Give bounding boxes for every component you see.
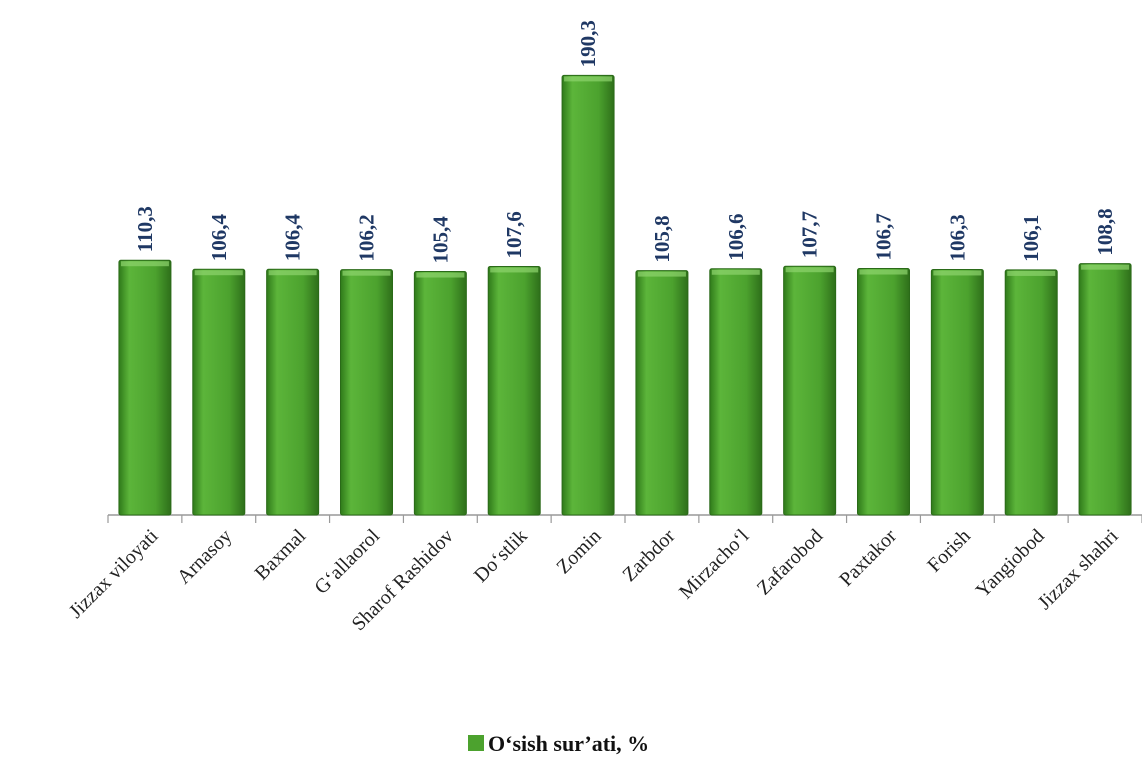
legend: O‘sish sur’ati, % <box>468 731 649 756</box>
x-tick-label: Yangiobod <box>972 525 1049 602</box>
bar-highlight <box>1081 264 1130 270</box>
bar <box>413 271 467 516</box>
bar-highlight <box>342 270 391 276</box>
value-label: 106,4 <box>281 213 305 261</box>
x-tick-label: Mirzacho‘l <box>675 525 754 604</box>
value-label: 105,4 <box>428 216 452 264</box>
x-tick-label: Zafarobod <box>753 525 827 599</box>
x-tick-label: Paxtakor <box>835 525 901 591</box>
legend-label: O‘sish sur’ati, % <box>488 731 649 756</box>
value-label: 105,8 <box>650 215 674 262</box>
bar-highlight <box>1007 270 1056 276</box>
bar-highlight <box>564 76 613 82</box>
x-tick-label: Forish <box>923 525 975 577</box>
value-label: 106,1 <box>1019 215 1043 262</box>
value-label: 106,7 <box>872 213 896 260</box>
bar <box>857 268 910 516</box>
value-label: 106,3 <box>945 214 969 261</box>
bar <box>783 265 837 516</box>
value-label: 108,8 <box>1093 208 1117 255</box>
value-label: 110,3 <box>133 206 157 252</box>
bar-highlight <box>785 267 834 273</box>
value-label: 106,6 <box>724 214 748 261</box>
bar <box>487 265 541 516</box>
value-label: 107,7 <box>798 211 822 258</box>
x-tick-label: Do‘stlik <box>470 525 532 587</box>
bar <box>709 268 763 516</box>
bar <box>561 74 615 516</box>
value-label: 107,6 <box>502 211 526 258</box>
x-tick-label: Zomin <box>552 525 605 578</box>
bar <box>266 268 320 516</box>
x-tick-label: Zarbdor <box>618 525 679 586</box>
value-label: 190,3 <box>576 20 600 67</box>
bar-highlight <box>637 271 686 277</box>
x-tick-label: Jizzax shahri <box>1034 525 1123 614</box>
bar-highlight <box>859 269 908 275</box>
x-tick-label: Baxmal <box>251 525 311 585</box>
bar <box>192 268 246 516</box>
bar <box>930 268 984 516</box>
bar-highlight <box>490 267 539 273</box>
bar-highlight <box>711 269 760 275</box>
bar-highlight <box>120 261 169 267</box>
x-tick-label: Arnasoy <box>173 525 236 588</box>
value-label: 106,4 <box>207 213 231 261</box>
x-tick-label: G‘allaorol <box>310 525 384 599</box>
x-tick-label: Jizzax viloyati <box>65 525 163 623</box>
bar-highlight <box>416 272 465 278</box>
bar <box>635 270 689 516</box>
value-label: 106,2 <box>355 214 379 261</box>
bar <box>1078 263 1132 516</box>
bar <box>1004 269 1058 516</box>
legend-swatch <box>468 735 484 751</box>
bar-highlight <box>933 270 982 276</box>
bar <box>340 269 393 516</box>
bar-highlight <box>268 270 317 276</box>
bar-highlight <box>194 270 243 276</box>
bar <box>118 259 172 516</box>
